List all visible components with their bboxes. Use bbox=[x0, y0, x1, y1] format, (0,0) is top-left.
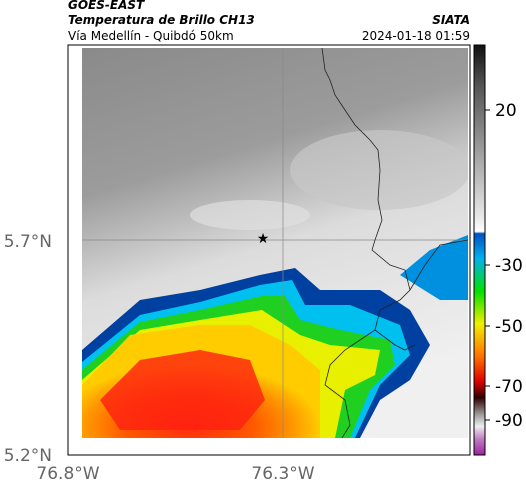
lat-label: 5.7°N bbox=[4, 232, 52, 252]
title: Temperatura de Brillo CH13 bbox=[68, 13, 255, 27]
satellite-image: ★ bbox=[82, 48, 468, 438]
colorbar-label: -30 bbox=[495, 256, 523, 276]
colorbar-label: -90 bbox=[495, 411, 523, 431]
source: GOES-EAST bbox=[68, 0, 145, 12]
timestamp: 2024-01-18 01:59 bbox=[362, 29, 470, 43]
colorbar-label: -50 bbox=[495, 317, 523, 337]
colorbar-label: 20 bbox=[495, 101, 517, 121]
lon-label: 76.8°W bbox=[36, 464, 99, 484]
colorbar-ticks bbox=[485, 109, 490, 421]
city-marker: ★ bbox=[257, 231, 270, 247]
brand: SIATA bbox=[432, 13, 470, 27]
subtitle: Vía Medellín - Quibdó 50km bbox=[68, 29, 234, 43]
colorbar-label: -70 bbox=[495, 377, 523, 397]
lat-label: 5.2°N bbox=[4, 446, 52, 466]
colorbar bbox=[473, 44, 486, 456]
lon-label: 76.3°W bbox=[251, 464, 314, 484]
